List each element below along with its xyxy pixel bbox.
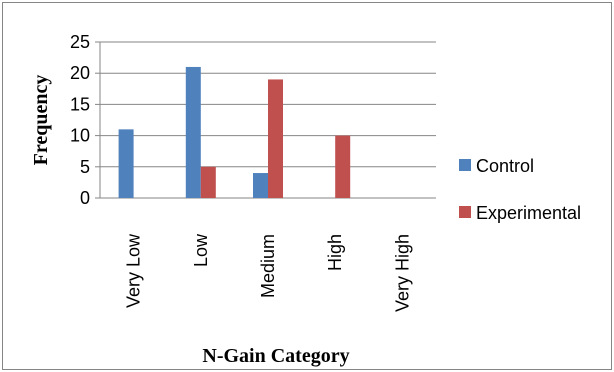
- legend-label-experimental: Experimental: [476, 203, 581, 223]
- x-axis-title: N-Gain Category: [202, 345, 349, 367]
- y-tick-labels: 0 5 10 15 20 25: [70, 32, 90, 208]
- legend-label-control: Control: [476, 156, 534, 176]
- bar-experimental-medium: [268, 79, 283, 198]
- bar-control-medium: [253, 173, 268, 198]
- legend-swatch-control: [459, 159, 471, 171]
- legend-swatch-experimental: [459, 206, 471, 218]
- bar-experimental-high: [335, 135, 351, 198]
- category-label: Very High: [392, 234, 412, 312]
- legend-item-experimental: Experimental: [459, 203, 581, 223]
- y-axis-title: Frequency: [30, 75, 52, 166]
- category-label: Very Low: [124, 233, 144, 308]
- category-label: Medium: [258, 234, 278, 298]
- y-tick-label: 15: [70, 94, 90, 114]
- y-tick-label: 10: [70, 126, 90, 146]
- bar-control-very-low: [118, 129, 134, 198]
- category-label: Low: [191, 233, 211, 267]
- bars: [118, 66, 351, 199]
- y-tick-label: 0: [80, 188, 90, 208]
- y-tick-label: 20: [70, 63, 90, 83]
- y-tick-label: 5: [80, 157, 90, 177]
- category-label: High: [325, 234, 345, 271]
- category-labels: Very Low Low Medium High Very High: [124, 233, 413, 312]
- bar-experimental-low: [200, 166, 216, 198]
- gridlines: [95, 41, 436, 199]
- legend-item-control: Control: [459, 156, 534, 176]
- legend: Control Experimental: [459, 156, 581, 223]
- bar-control-low: [185, 66, 201, 199]
- y-tick-label: 25: [70, 32, 90, 52]
